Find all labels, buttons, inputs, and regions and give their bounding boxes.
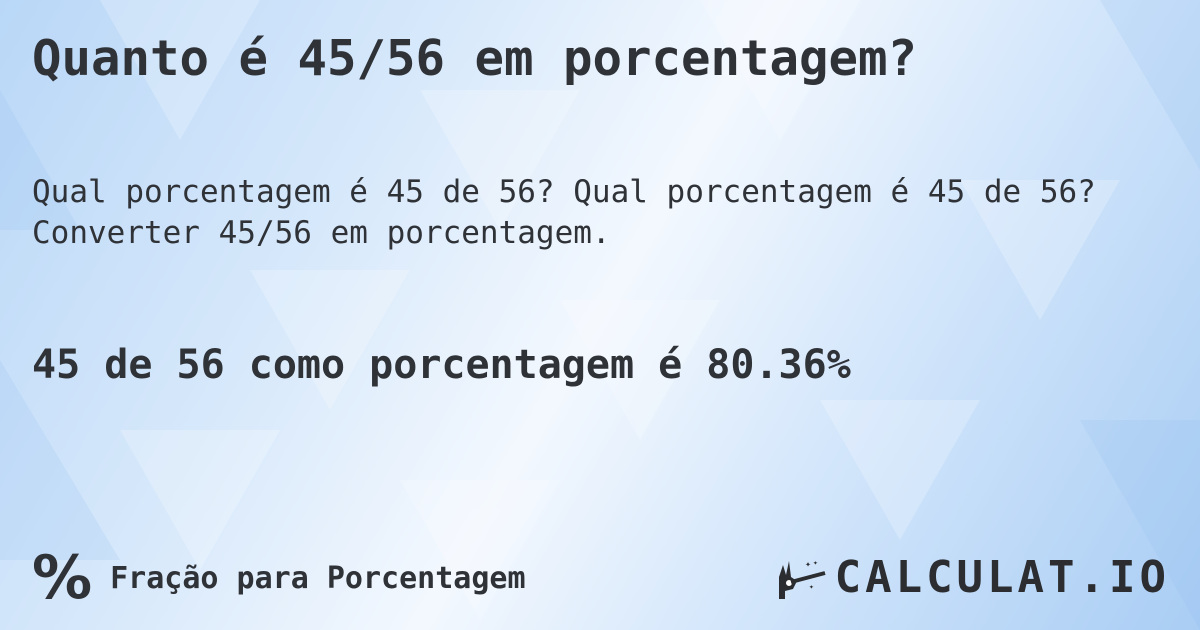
category-label: Fração para Porcentagem (110, 560, 526, 596)
description: Qual porcentagem é 45 de 56? Qual porcen… (32, 172, 1096, 254)
description-line: Converter 45/56 em porcentagem. (32, 215, 611, 251)
magic-hand-icon: ✦ ✦ ✦ (778, 558, 826, 599)
description-line: Qual porcentagem é 45 de 56? Qual porcen… (32, 174, 1096, 210)
logo-text: CALCULAT.IO (834, 552, 1170, 603)
svg-text:✦: ✦ (809, 582, 814, 591)
result-text: 45 de 56 como porcentagem é 80.36% (32, 342, 851, 388)
footer-category: % Fração para Porcentagem (32, 548, 526, 608)
svg-text:✦: ✦ (805, 559, 811, 570)
logo: ✦ ✦ ✦ CALCULAT.IO (775, 552, 1170, 603)
percent-icon: % (32, 543, 93, 613)
page-title: Quanto é 45/56 em porcentagem? (32, 30, 918, 87)
svg-text:✦: ✦ (813, 558, 818, 567)
